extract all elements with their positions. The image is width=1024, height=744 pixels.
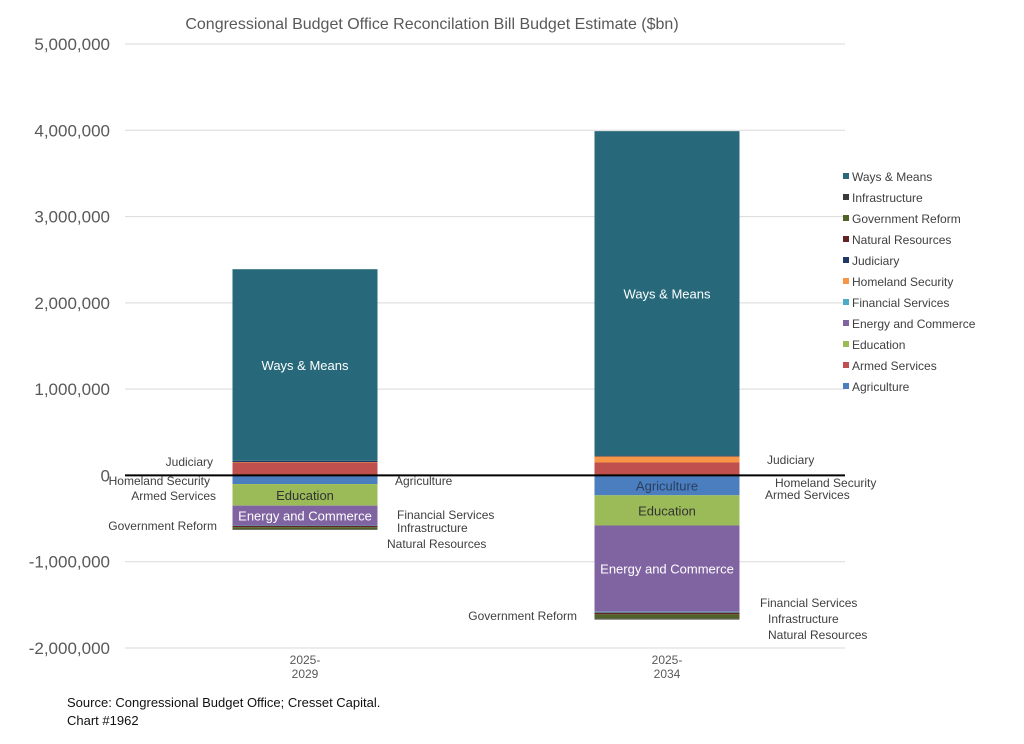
annotation-label: Government Reform <box>468 609 577 623</box>
bar-segment <box>594 462 740 476</box>
annotation-label: Judiciary <box>767 453 814 467</box>
legend-label: Education <box>852 338 905 352</box>
legend-swatch <box>843 362 849 368</box>
legend-swatch <box>843 320 849 326</box>
legend-label: Infrastructure <box>852 191 923 205</box>
x-tick-label: 2025- <box>652 653 683 667</box>
legend-label: Ways & Means <box>852 170 932 184</box>
legend-swatch <box>843 173 849 179</box>
legend-swatch <box>843 236 849 242</box>
chart-id: Chart #1962 <box>67 713 139 728</box>
legend-label: Natural Resources <box>852 233 951 247</box>
y-axis-ticks: 5,000,000 4,000,000 3,000,000 2,000,000 1,00… <box>29 35 110 658</box>
bar-segment <box>232 484 378 506</box>
bar-segment <box>232 462 378 476</box>
annotation-label: Infrastructure <box>768 612 839 626</box>
bar-segment <box>232 460 378 463</box>
bar-segment <box>232 269 378 461</box>
bar-segment <box>594 618 740 620</box>
bar-segment <box>232 527 378 530</box>
annotation-label: Armed Services <box>131 489 216 503</box>
bar-segment <box>594 475 740 496</box>
bar-segment <box>232 505 378 526</box>
annotation-label: Homeland Security <box>775 476 876 490</box>
bar-segment <box>594 612 740 615</box>
annotation-label: Infrastructure <box>397 521 468 535</box>
legend-swatch <box>843 278 849 284</box>
bar-segment <box>594 614 740 619</box>
bar-inside-label: Agriculture <box>636 478 698 493</box>
annotation-label: Financial Services <box>760 596 857 610</box>
bar-segment <box>232 529 378 530</box>
x-tick-label: 2034 <box>654 667 681 681</box>
y-tick-label: 3,000,000 <box>34 208 110 227</box>
bar-inside-label: Ways & Means <box>262 358 349 373</box>
y-tick-label: 0 <box>101 466 110 485</box>
annotation-label: Natural Resources <box>387 537 486 551</box>
y-tick-label: 5,000,000 <box>34 35 110 54</box>
x-tick-label: 2029 <box>292 667 319 681</box>
legend-swatch <box>843 341 849 347</box>
bar-segment <box>594 456 740 463</box>
legend-label: Homeland Security <box>852 275 953 289</box>
bar-inside-label: Education <box>638 503 696 518</box>
legend-swatch <box>843 215 849 221</box>
bar-segment <box>232 462 378 463</box>
bar-inside-label: Energy and Commerce <box>238 509 372 524</box>
bar-inside-label: Education <box>276 488 334 503</box>
bar-segment <box>232 525 378 528</box>
bar-inside-label: Energy and Commerce <box>600 562 734 577</box>
annotation-label: Agriculture <box>395 474 453 488</box>
bar-segment <box>232 525 378 526</box>
bars <box>232 131 740 620</box>
source-text: Source: Congressional Budget Office; Cre… <box>67 695 381 710</box>
y-tick-label: 4,000,000 <box>34 121 110 140</box>
legend-swatch <box>843 257 849 263</box>
chart-title: Congressional Budget Office Reconcilatio… <box>185 16 678 33</box>
annotation-label: Natural Resources <box>768 628 867 642</box>
y-tick-label: 1,000,000 <box>34 380 110 399</box>
annotation-label: Judiciary <box>166 455 213 469</box>
bar-segment <box>594 455 740 457</box>
y-tick-label: 2,000,000 <box>34 294 110 313</box>
bar-inside-label: Ways & Means <box>624 286 711 301</box>
legend-label: Agriculture <box>852 380 910 394</box>
bar-segment <box>232 475 378 485</box>
annotation-label: Government Reform <box>108 519 217 533</box>
annotation-label: Homeland Security <box>109 474 210 488</box>
legend-label: Financial Services <box>852 296 949 310</box>
bar-segment <box>594 495 740 526</box>
bar-inside-labels: Ways & Means Education Energy and Commerce… <box>238 286 734 576</box>
x-tick-label: 2025- <box>290 653 321 667</box>
y-tick-label: -2,000,000 <box>29 639 110 658</box>
bar-segment <box>594 131 740 456</box>
legend-label: Energy and Commerce <box>852 317 976 331</box>
annotation-label: Financial Services <box>397 508 494 522</box>
annotation-label: Armed Services <box>765 488 850 502</box>
legend-swatch <box>843 299 849 305</box>
legend-swatch <box>843 383 849 389</box>
legend: Ways & Means Infrastructure Government Ref… <box>843 170 976 394</box>
legend-label: Judiciary <box>852 254 899 268</box>
legend-swatch <box>843 194 849 200</box>
bar-segment <box>594 611 740 613</box>
legend-label: Armed Services <box>852 359 937 373</box>
source-note: Source: Congressional Budget Office; Cre… <box>67 694 380 730</box>
bar-segment <box>594 525 740 612</box>
legend-label: Government Reform <box>852 212 961 226</box>
y-tick-label: -1,000,000 <box>29 553 110 572</box>
